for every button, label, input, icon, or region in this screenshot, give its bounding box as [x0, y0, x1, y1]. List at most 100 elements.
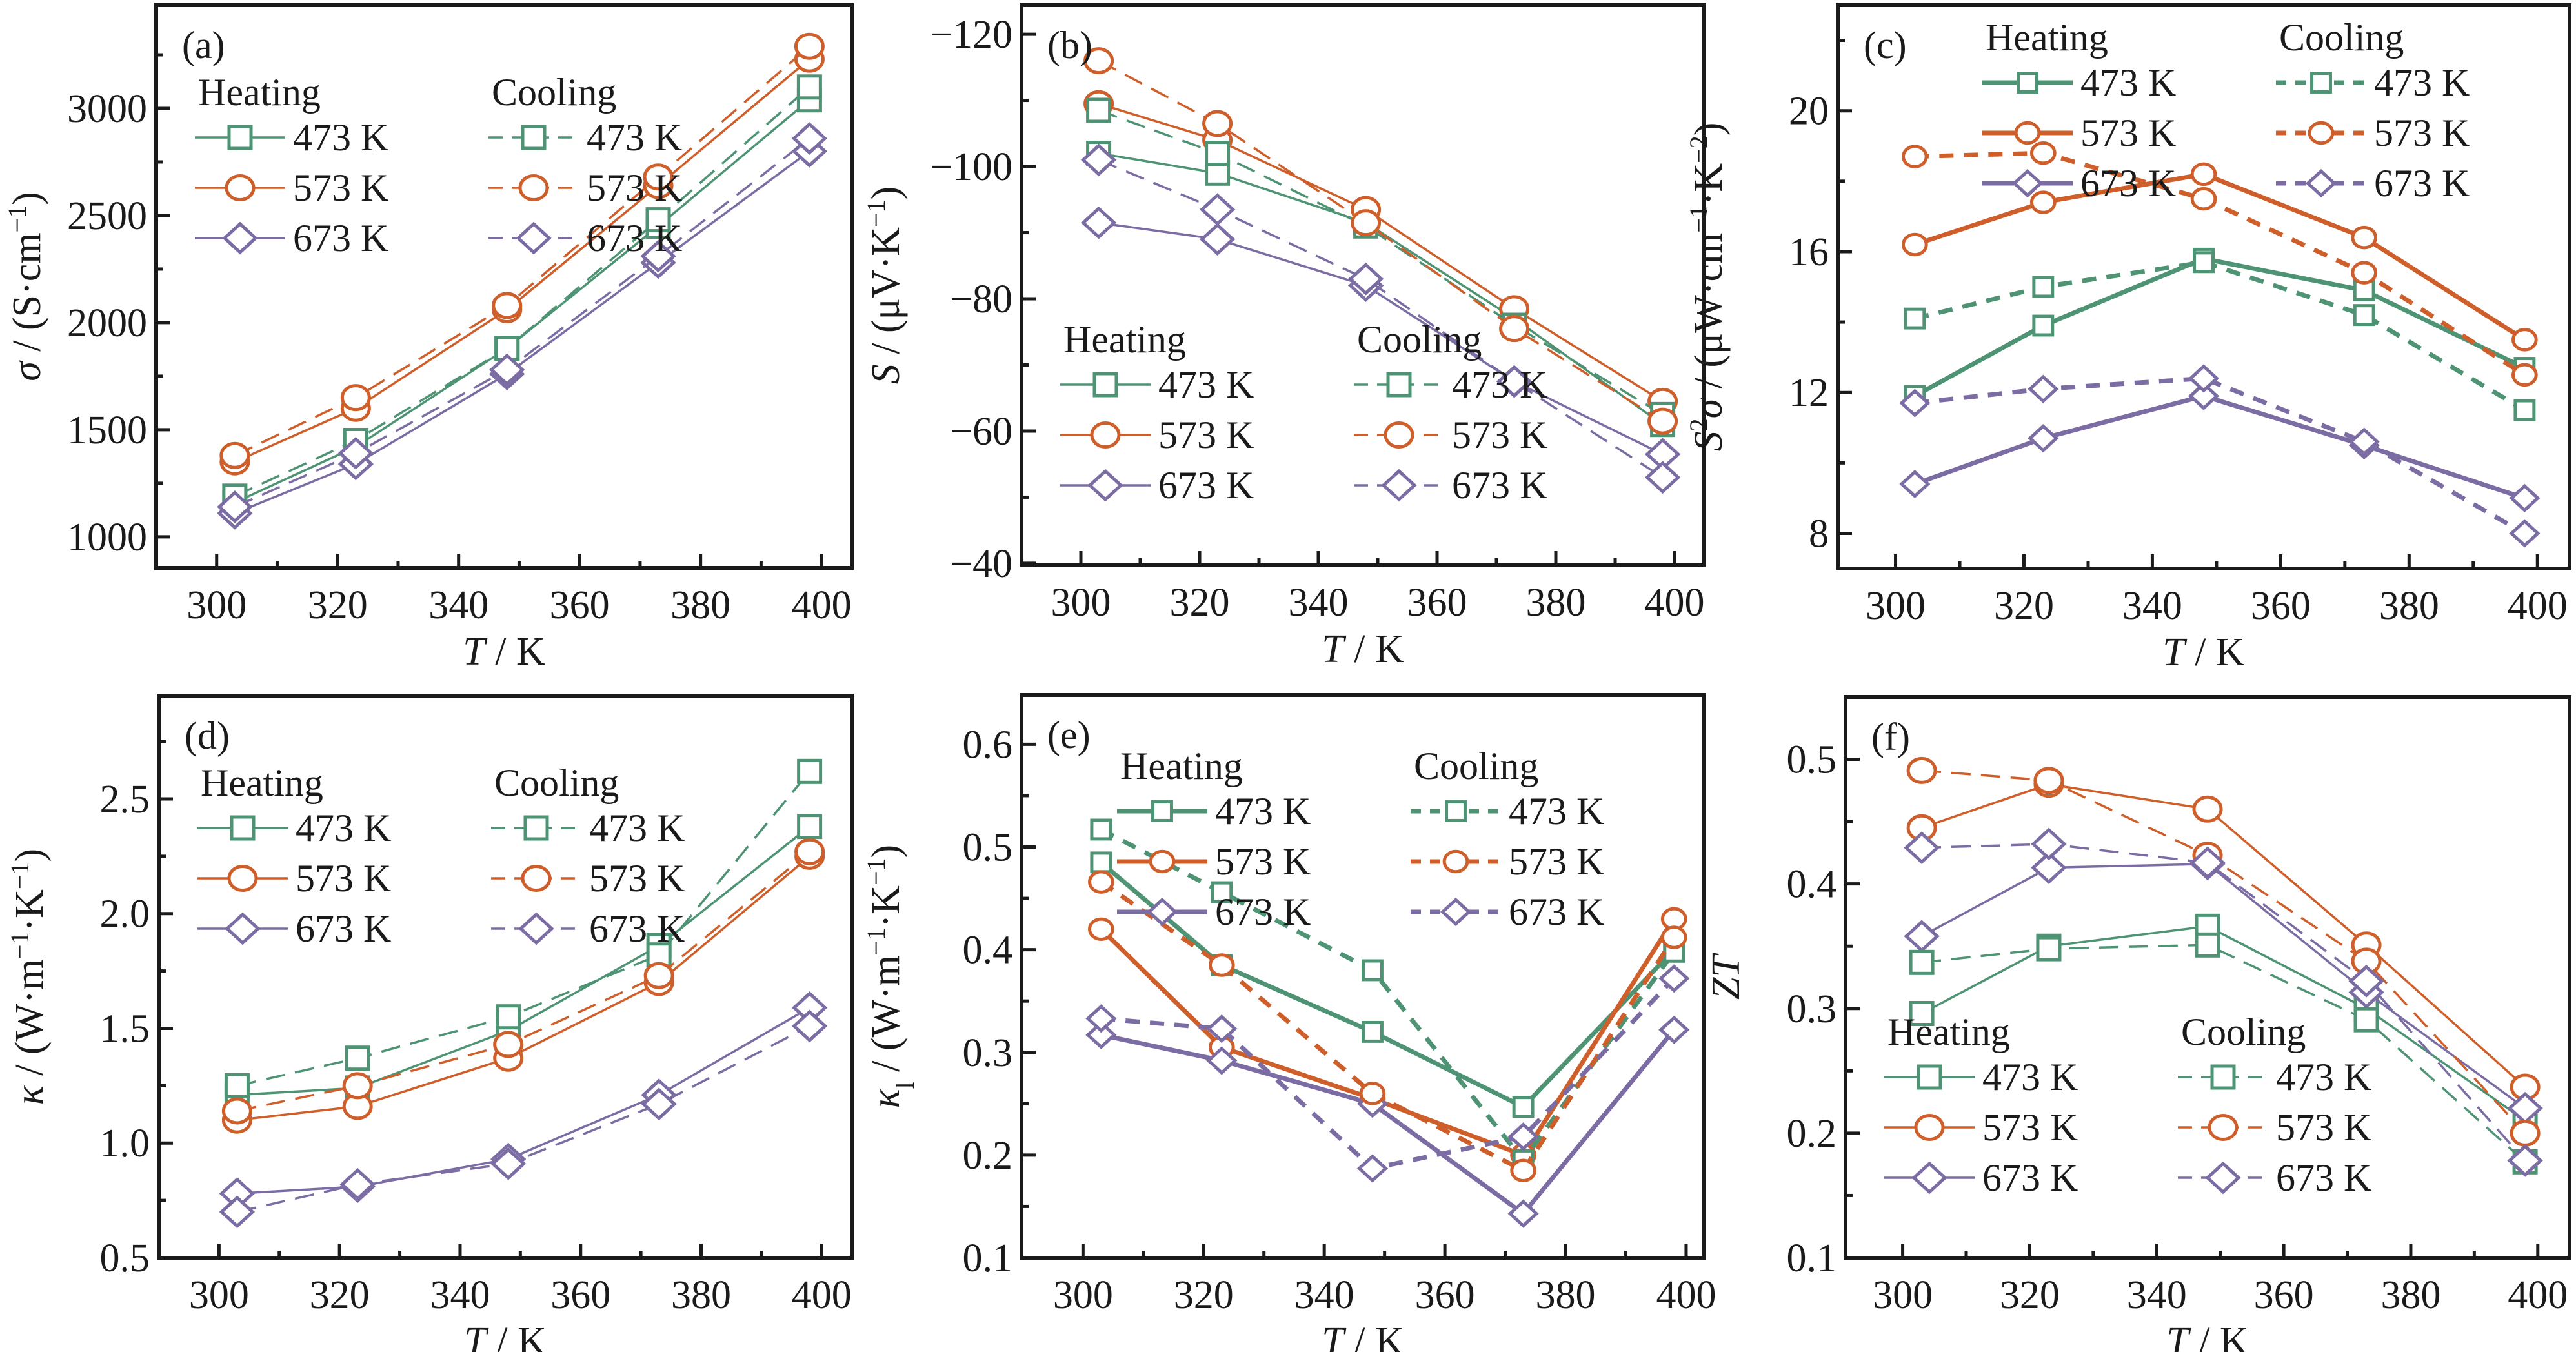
data-point-diamond — [2507, 1144, 2543, 1177]
y-tick-label: 3000 — [67, 87, 147, 131]
legend-entry-cooling-573k: 573 K — [491, 857, 685, 900]
legend-label: 473 K — [2374, 61, 2470, 104]
data-point-diamond — [1658, 1015, 1690, 1044]
legend-heading-heating: Heating — [1063, 318, 1186, 361]
legend-entry-cooling-673k: 673 K — [2178, 1156, 2371, 1199]
series-cooling-673k — [1085, 964, 1690, 1183]
data-point-circle — [1088, 870, 1114, 894]
legend-marker-diamond — [1911, 1161, 1947, 1195]
legend-heading-cooling: Cooling — [2279, 16, 2404, 59]
legend-marker-square — [1092, 372, 1118, 398]
data-point-diamond — [2509, 519, 2541, 548]
data-point-circle — [643, 962, 674, 989]
legend-entry-cooling-573k: 573 K — [1411, 840, 1604, 883]
legend-heading-cooling: Cooling — [492, 71, 616, 114]
series-cooling-573k — [1902, 141, 2538, 387]
plot-frame — [1020, 693, 1706, 1260]
data-point-square — [2032, 314, 2055, 337]
data-point-diamond — [490, 1147, 527, 1180]
y-tick-label: 0.2 — [1787, 1112, 1837, 1156]
y-tick-label: 0.3 — [1787, 987, 1837, 1031]
data-point-circle — [219, 441, 250, 469]
y-tick-label: 1.5 — [100, 1007, 150, 1051]
x-tick-label: 400 — [1645, 581, 1705, 625]
data-point-diamond — [1347, 262, 1384, 296]
y-tick-label: 2.5 — [100, 778, 150, 822]
legend-marker-circle — [521, 865, 552, 892]
legend-marker-circle — [1384, 421, 1414, 449]
x-tick-label: 340 — [430, 1273, 490, 1317]
data-point-square — [1090, 818, 1112, 841]
y-axis-title: ZT — [1704, 953, 1748, 1000]
series-cooling-473k — [1904, 251, 2536, 421]
legend-entry-cooling-473k: 473 K — [2276, 61, 2470, 104]
data-point-square — [2036, 936, 2062, 962]
series-heating-573k — [1902, 162, 2538, 352]
data-point-diamond — [1206, 1046, 1238, 1075]
legend-marker-square — [2017, 72, 2038, 94]
data-point-circle — [1510, 1158, 1536, 1182]
legend-marker-square — [1917, 1064, 1942, 1090]
data-point-circle — [493, 1031, 524, 1058]
y-tick-label: 0.5 — [100, 1236, 150, 1280]
legend-label: 473 K — [1982, 1056, 2078, 1098]
x-axis-title: T / K — [1322, 1320, 1404, 1352]
series-line — [1914, 376, 2526, 536]
data-point-square — [797, 758, 823, 784]
x-tick-label: 300 — [1051, 581, 1111, 625]
x-tick-label: 400 — [2508, 1273, 2568, 1317]
x-tick-label: 340 — [428, 583, 488, 627]
y-tick-label: 0.2 — [963, 1134, 1013, 1178]
data-point-diamond — [640, 239, 676, 273]
legend-label: 473 K — [1452, 363, 1547, 406]
legend-entry-cooling-673k: 673 K — [488, 217, 682, 259]
legend-label: 473 K — [2080, 61, 2176, 104]
data-point-diamond — [2189, 846, 2226, 880]
legend-marker-square — [2310, 72, 2332, 94]
data-point-square — [496, 1004, 521, 1030]
panel-b: 300 320 340 360 380 400 −40 −60 −80 −100 −120 T / K… — [861, 3, 1706, 671]
y-axis-title: σ / (S·cm−1) — [3, 192, 50, 381]
series-line — [1922, 843, 2526, 1162]
data-point-circle — [2511, 328, 2538, 352]
data-point-diamond — [1206, 1014, 1238, 1044]
data-point-circle — [2192, 795, 2223, 823]
legend-entry-heating-473k: 473 K — [197, 807, 391, 849]
legend-label: 573 K — [2080, 112, 2176, 154]
y-tick-label: −120 — [930, 13, 1012, 57]
data-point-square — [2353, 304, 2375, 327]
data-point-square — [1904, 307, 1926, 330]
legend-marker-circle — [2014, 121, 2041, 145]
y-tick-label: −80 — [950, 277, 1012, 321]
legend-label: 673 K — [1215, 891, 1311, 933]
y-tick-label: 0.4 — [1787, 863, 1837, 907]
legend-heading-heating: Heating — [201, 762, 323, 804]
legend-heading-cooling: Cooling — [1414, 745, 1538, 787]
x-axis-title: T / K — [463, 630, 545, 674]
plot-frame — [1836, 3, 2571, 570]
y-tick-label: −40 — [950, 542, 1012, 586]
legend-label: 673 K — [2080, 162, 2176, 205]
y-tick-label: 20 — [1789, 90, 1829, 134]
data-point-square — [1909, 1001, 1935, 1027]
legend-marker-circle — [2308, 121, 2335, 145]
legend-entry-heating-473k: 473 K — [1982, 61, 2176, 104]
x-tick-label: 400 — [792, 583, 852, 627]
legend-marker-square — [230, 815, 256, 841]
series-heating-673k — [1085, 1015, 1690, 1228]
legend-marker-circle — [1914, 1114, 1945, 1141]
x-tick-label: 300 — [1866, 584, 1926, 628]
data-point-square — [1090, 851, 1112, 874]
x-tick-label: 360 — [550, 1273, 610, 1317]
legend-label: 673 K — [587, 217, 682, 259]
x-tick-label: 320 — [310, 1273, 370, 1317]
legend-marker-diamond — [518, 912, 554, 945]
y-tick-label: 0.3 — [963, 1031, 1013, 1075]
legend-label: 473 K — [293, 116, 388, 159]
y-tick-label: 0.1 — [1787, 1236, 1837, 1280]
data-point-square — [2195, 932, 2220, 958]
series-cooling-473k — [224, 758, 823, 1098]
y-tick-label: 0.6 — [963, 723, 1013, 767]
data-point-square — [1205, 141, 1231, 166]
legend-entry-cooling-473k: 473 K — [1354, 363, 1547, 406]
